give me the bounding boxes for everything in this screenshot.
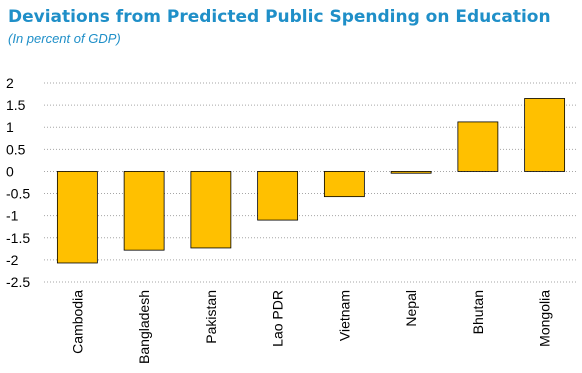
y-tick-label: -0.5 (6, 186, 30, 202)
y-tick-label: 2 (6, 75, 14, 91)
y-tick-label: 0.5 (6, 141, 26, 157)
x-category-label: Pakistan (203, 290, 219, 344)
y-tick-label: -2 (6, 252, 19, 268)
bar-nepal (390, 171, 432, 174)
x-category-label: Bhutan (470, 290, 486, 334)
bar-bangladesh (123, 171, 165, 251)
x-category-label: Cambodia (69, 290, 85, 354)
x-category-label: Vietnam (336, 290, 352, 341)
bar-lao-pdr (257, 171, 299, 221)
chart-subtitle: (In percent of GDP) (8, 31, 121, 46)
y-tick-label: -1.5 (6, 230, 30, 246)
x-category-label: Nepal (403, 290, 419, 327)
y-tick-label: -1 (6, 208, 19, 224)
y-tick-label: -2.5 (6, 274, 30, 290)
bar-bhutan (457, 121, 499, 172)
bar-pakistan (190, 171, 232, 249)
bar-mongolia (524, 98, 566, 172)
x-category-label: Bangladesh (136, 290, 152, 364)
y-tick-label: 1.5 (6, 97, 26, 113)
y-tick-label: 1 (6, 119, 14, 135)
y-axis-tick-labels: 2 1.5 1 0.5 0 -0.5 -1 -1.5 -2 -2.5 (6, 75, 30, 290)
chart-title: Deviations from Predicted Public Spendin… (8, 7, 551, 27)
bars (56, 98, 566, 264)
bar-cambodia (56, 171, 98, 264)
bar-vietnam (323, 171, 365, 198)
y-tick-label: 0 (6, 163, 14, 179)
x-category-label: Lao PDR (270, 290, 286, 347)
x-axis-category-labels: Cambodia Bangladesh Pakistan Lao PDR Vietnam… (69, 290, 552, 364)
x-category-label: Mongolia (537, 290, 553, 347)
